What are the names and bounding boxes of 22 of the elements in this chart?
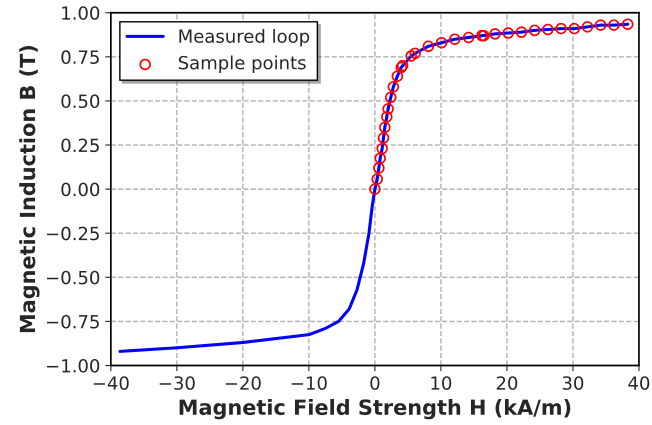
legend-label: Measured loop — [179, 29, 310, 46]
y-tick-label: 0.00 — [61, 182, 100, 196]
y-tick-label: −0.25 — [47, 226, 99, 240]
y-axis-title: Magnetic Induction B (T) — [19, 46, 40, 332]
y-tick-label: −0.75 — [47, 314, 99, 329]
x-tick-label: 10 — [431, 376, 452, 390]
x-tick-label: 30 — [562, 376, 584, 390]
y-tick-label: −1.00 — [47, 358, 100, 373]
x-tick-label: 0 — [370, 376, 380, 390]
y-tick-label: −0.50 — [47, 270, 100, 284]
y-tick-label: 1.00 — [62, 6, 100, 20]
y-tick-label: 0.25 — [61, 138, 99, 152]
x-tick-label: 40 — [628, 376, 650, 390]
x-tick-label: 20 — [496, 376, 518, 390]
x-tick-label: −10 — [292, 376, 327, 390]
y-tick-label: 0.50 — [61, 94, 100, 108]
legend-label: Sample points — [178, 56, 306, 73]
y-tick-label: 0.75 — [61, 50, 99, 64]
x-axis-title: Magnetic Field Strength H (kA/m) — [180, 398, 570, 420]
x-tick-label: −20 — [226, 376, 261, 390]
x-tick-label: −30 — [160, 376, 195, 390]
x-tick-label: −40 — [94, 376, 129, 390]
